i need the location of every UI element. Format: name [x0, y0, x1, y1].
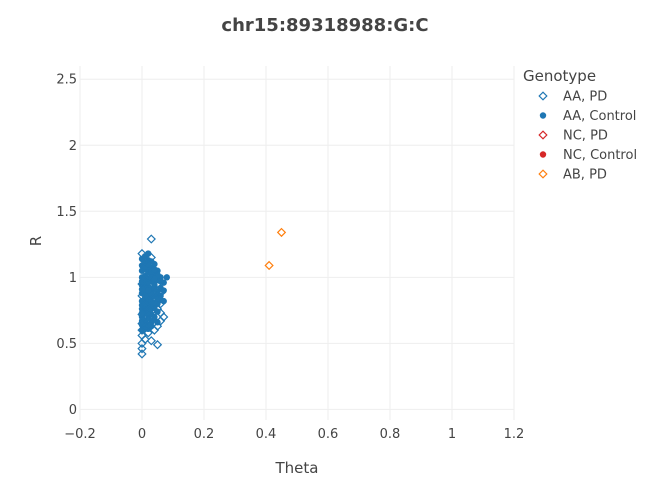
legend-items: AA, PD AA, Control NC, PD NC, Control AB, PD [538, 90, 637, 183]
data-point [152, 279, 163, 289]
zero-lines [80, 66, 514, 420]
data-point [155, 288, 166, 298]
data-point [149, 317, 160, 327]
data-point [138, 317, 146, 325]
legend: Genotype AA, PD AA, Control NC, PD NC, Cont… [523, 67, 637, 183]
data-point [137, 279, 147, 289]
data-point [143, 272, 153, 282]
legend-marker [538, 130, 548, 140]
data-point [146, 307, 156, 317]
legend-label: AB, PD [563, 168, 607, 183]
x-tick-label: 1.2 [504, 427, 525, 442]
legend-label: AA, Control [563, 109, 636, 124]
data-point [160, 287, 167, 294]
data-point [145, 287, 152, 294]
data-point [155, 299, 166, 309]
x-tick-label: 0.2 [194, 427, 215, 442]
data-point [140, 256, 150, 267]
x-tick-label: 0.6 [318, 427, 339, 442]
x-tick-label: −0.2 [64, 427, 96, 442]
data-point [264, 260, 274, 271]
data-point [146, 252, 156, 263]
y-tick-label: 1 [69, 271, 77, 286]
legend-title: Genotype [523, 67, 596, 85]
data-point [145, 260, 152, 268]
data-points [137, 227, 287, 359]
data-point [163, 274, 170, 281]
y-tick-label: 2.5 [56, 73, 77, 88]
y-tick-label: 0 [69, 403, 77, 418]
legend-marker [538, 91, 548, 101]
x-tick-labels: −0.2 0 0.2 0.4 0.6 0.8 1 1.2 [64, 427, 524, 442]
data-point [137, 349, 147, 359]
data-point [143, 296, 153, 306]
x-tick-label: 0 [138, 427, 146, 442]
data-point [149, 292, 160, 302]
y-axis-title: R [27, 236, 45, 246]
data-point [141, 300, 149, 307]
data-point [137, 330, 147, 341]
data-point [157, 278, 164, 285]
data-point [146, 234, 156, 244]
data-point [145, 321, 152, 329]
legend-marker [539, 112, 547, 119]
x-tick-label: 1 [448, 427, 456, 442]
x-tick-label: 0.4 [256, 427, 277, 442]
legend-label: NC, PD [563, 129, 608, 144]
data-point [160, 297, 167, 305]
data-point [137, 291, 147, 301]
legend-marker [539, 151, 547, 158]
data-point [138, 286, 146, 293]
data-point [140, 313, 150, 323]
data-point [149, 266, 160, 276]
grid-lines [79, 66, 515, 420]
x-tick-label: 0.8 [380, 427, 401, 442]
y-tick-label: 0.5 [56, 337, 77, 352]
data-point [146, 336, 156, 346]
data-point [143, 314, 153, 325]
data-point [276, 227, 287, 238]
legend-label: AA, PD [563, 90, 607, 105]
data-point [148, 305, 155, 313]
y-tick-label: 2 [69, 139, 77, 154]
y-tick-labels: 0 0.5 1 1.5 2 2.5 [56, 73, 77, 418]
chart-title: chr15:89318988:G:C [221, 15, 428, 36]
data-point [137, 325, 147, 335]
legend-marker [538, 169, 548, 179]
legend-label: NC, Control [563, 148, 637, 163]
x-axis-title: Theta [275, 459, 319, 477]
data-point [137, 248, 147, 259]
data-point [137, 344, 147, 354]
data-point [151, 275, 158, 282]
data-point [152, 340, 163, 350]
y-tick-label: 1.5 [56, 205, 77, 220]
